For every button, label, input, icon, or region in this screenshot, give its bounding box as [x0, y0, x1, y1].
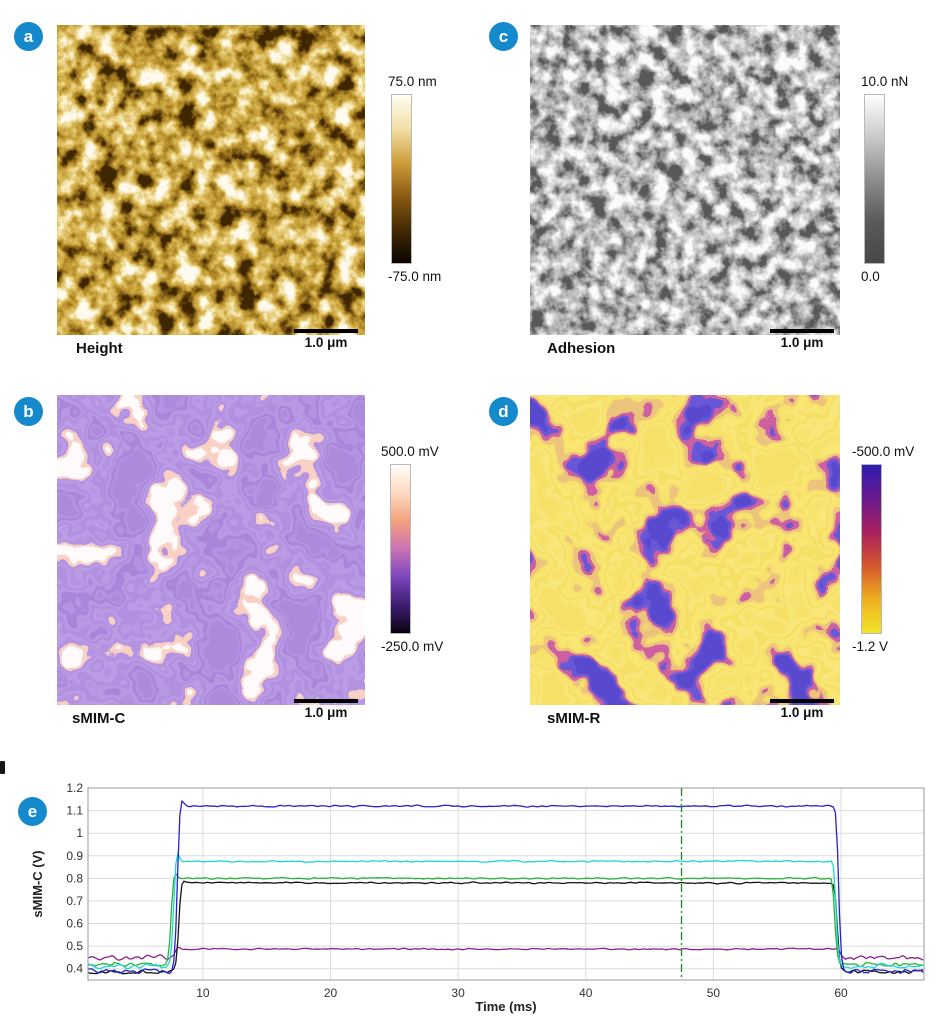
adhesion-colorbar-max-label: 10.0 nN — [861, 74, 909, 89]
x-tick-label: 20 — [324, 986, 338, 1000]
smim-c-colorbar-min-label: -250.0 mV — [381, 639, 444, 654]
left-edge-artifact — [0, 761, 5, 774]
panel-b-badge-letter: b — [23, 402, 34, 421]
adhesion-scale-bar-line — [770, 329, 834, 333]
panel-b-badge: b — [14, 397, 43, 426]
smim-c-time-chart: 0.4 0.5 0.6 0.7 0.8 0.9 1 1.1 1.2 10 20 30 40 50 60 — [58, 778, 938, 1016]
trace-green — [87, 872, 924, 968]
smim-r-map-image — [530, 395, 840, 705]
height-scale-bar: 1.0 μm — [294, 329, 358, 350]
x-tick-label: 10 — [196, 986, 210, 1000]
smim-c-scale-bar-line — [294, 699, 358, 703]
smim-r-scale-bar-label: 1.0 μm — [780, 705, 824, 720]
height-colorbar-gradient — [391, 94, 412, 264]
panel-c-badge: c — [489, 22, 518, 51]
x-tick-label: 60 — [834, 986, 848, 1000]
plot-border — [87, 787, 925, 981]
smim-c-colorbar-gradient — [390, 464, 411, 634]
trace-purple — [87, 946, 924, 961]
panel-e-badge-letter: e — [27, 802, 38, 821]
adhesion-map-label: Adhesion — [547, 340, 616, 357]
adhesion-scale-bar: 1.0 μm — [770, 329, 834, 350]
x-tick-label: 30 — [451, 986, 465, 1000]
trace-cyan — [87, 851, 924, 970]
height-colorbar-max-label: 75.0 nm — [388, 74, 437, 89]
trace-black — [87, 880, 924, 975]
smim-c-scale-bar: 1.0 μm — [294, 699, 358, 720]
height-scale-bar-label: 1.0 μm — [304, 335, 348, 350]
smim-r-colorbar-max-label: -500.0 mV — [852, 444, 915, 459]
adhesion-colorbar-gradient — [864, 94, 885, 264]
y-tick-label: 0.9 — [66, 849, 83, 863]
trace-blue — [87, 799, 924, 975]
panel-a-badge: a — [14, 22, 43, 51]
adhesion-colorbar: 10.0 nN 0.0 — [861, 74, 908, 284]
chart-x-axis-label: Time (ms) — [475, 999, 537, 1014]
smim-r-map-label: sMIM-R — [547, 710, 601, 727]
smim-r-colorbar: -500.0 mV -1.2 V — [852, 444, 914, 654]
y-tick-label: 0.8 — [66, 871, 83, 885]
panel-d-badge-letter: d — [498, 402, 509, 421]
panel-d-badge: d — [489, 397, 518, 426]
x-tick-label: 50 — [707, 986, 721, 1000]
smim-c-colorbar: 500.0 mV -250.0 mV — [381, 444, 443, 654]
x-tick-label: 40 — [579, 986, 593, 1000]
y-tick-label: 0.7 — [66, 894, 83, 908]
y-tick-label: 0.6 — [66, 917, 83, 931]
adhesion-map-image — [530, 25, 840, 335]
height-colorbar: 75.0 nm -75.0 nm — [388, 74, 441, 284]
height-colorbar-min-label: -75.0 nm — [388, 269, 442, 284]
panel-c-badge-letter: c — [498, 27, 509, 46]
smim-r-scale-bar-line — [770, 699, 834, 703]
height-scale-bar-line — [294, 329, 358, 333]
plot-area — [88, 788, 924, 980]
y-tick-label: 0.4 — [66, 962, 83, 976]
smim-r-scale-bar: 1.0 μm — [770, 699, 834, 720]
smim-c-colorbar-max-label: 500.0 mV — [381, 444, 439, 459]
y-tick-label: 0.5 — [66, 939, 83, 953]
smim-c-map-image — [57, 395, 365, 705]
panel-a-badge-letter: a — [23, 27, 34, 46]
adhesion-scale-bar-label: 1.0 μm — [780, 335, 824, 350]
y-tick-label: 1.2 — [66, 781, 83, 795]
smim-r-colorbar-min-label: -1.2 V — [852, 639, 889, 654]
smim-c-map-label: sMIM-C — [72, 710, 126, 727]
height-map-image — [57, 25, 365, 335]
panel-e-badge: e — [18, 797, 47, 826]
chart-y-axis-label: sMIM-C (V) — [30, 850, 45, 918]
adhesion-colorbar-min-label: 0.0 — [861, 269, 880, 284]
smim-r-colorbar-gradient — [861, 464, 882, 634]
smim-c-scale-bar-label: 1.0 μm — [304, 705, 348, 720]
y-tick-label: 1.1 — [66, 804, 83, 818]
y-tick-label: 1 — [76, 826, 83, 840]
height-map-label: Height — [76, 340, 123, 357]
